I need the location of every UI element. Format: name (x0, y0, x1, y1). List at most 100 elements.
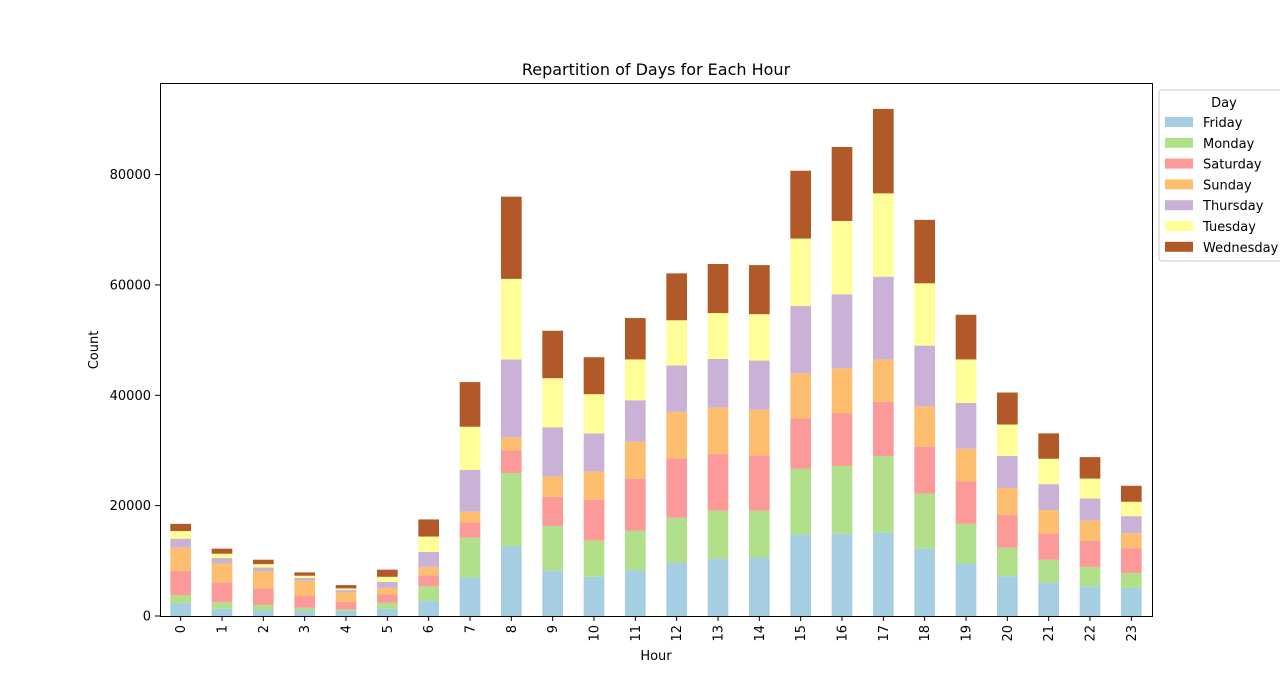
x-tick-label: 9 (546, 625, 561, 633)
bar-segment (542, 496, 563, 527)
bar-segment (914, 493, 935, 549)
legend-label: Tuesday (1202, 220, 1256, 235)
bar-segment (873, 108, 894, 194)
bar-segment (542, 526, 563, 571)
x-axis-ticks: 0 1 2 3 4 5 6 7 8 9 10 11 12 13 14 15 16 17 18 19 20 21 22 23 (174, 616, 1140, 642)
x-tick-label: 20 (1001, 625, 1016, 642)
legend-label: Wednesday (1203, 241, 1279, 256)
bar-segment (707, 453, 729, 511)
x-tick-label: 22 (1084, 625, 1099, 642)
bar-segment (625, 570, 646, 616)
bar-segment (707, 358, 729, 408)
bar-segment (955, 523, 977, 564)
bar-segment (170, 595, 191, 604)
bar-segment (1038, 510, 1059, 534)
bar-segment (170, 538, 191, 548)
bar-segment (459, 522, 481, 538)
legend-label: Sunday (1203, 178, 1252, 193)
bar-segment (790, 373, 811, 419)
bar-segment (459, 469, 481, 512)
x-tick-label: 10 (588, 625, 603, 642)
legend-swatch (1165, 179, 1193, 190)
x-tick-label: 16 (836, 625, 851, 642)
bar-segment (1079, 498, 1101, 521)
bar-segment (749, 455, 770, 511)
bar-segment (914, 283, 935, 346)
bar-segment (1121, 533, 1142, 549)
bar-segment (459, 382, 481, 427)
bar-segment (335, 588, 357, 591)
bar-segment (542, 330, 563, 379)
bar-segment (625, 478, 646, 531)
x-tick-label: 23 (1125, 625, 1140, 642)
bar-segment (211, 548, 233, 554)
bar-segment (294, 611, 315, 616)
bar-segment (583, 499, 605, 541)
bar-segment (211, 608, 233, 616)
legend-swatch (1165, 200, 1193, 211)
bar-segment (211, 563, 233, 583)
bar-segment (1079, 478, 1101, 499)
x-tick-label: 12 (670, 625, 685, 642)
bar-segment (253, 559, 274, 565)
bar-segment (625, 359, 646, 401)
bar-segment (1038, 433, 1059, 459)
bar-segment (294, 577, 315, 581)
bar-segment (873, 193, 894, 277)
x-tick-label: 15 (794, 625, 809, 642)
bar-segment (418, 586, 439, 602)
bar-segment (294, 572, 315, 576)
bar-segment (707, 558, 729, 616)
chart-title: Repartition of Days for Each Hour (522, 60, 791, 79)
bar-segment (749, 409, 770, 456)
bar-segment (1079, 520, 1101, 541)
bar-segment (1121, 516, 1142, 534)
x-tick-label: 4 (340, 625, 355, 633)
bar-segment (997, 392, 1018, 425)
bar-segment (335, 585, 357, 589)
x-tick-label: 0 (174, 625, 189, 633)
bar-segment (418, 552, 439, 567)
legend-swatch (1165, 241, 1193, 252)
y-tick-label: 80000 (110, 168, 151, 183)
bar-segment (335, 611, 357, 616)
bar-segment (749, 265, 770, 315)
bar-segment (790, 238, 811, 306)
bar-segment (253, 567, 274, 572)
bar-segment (170, 603, 191, 616)
bar-segment (749, 557, 770, 616)
bar-segment (1079, 586, 1101, 616)
bars-group (170, 108, 1142, 616)
bar-segment (170, 523, 191, 532)
y-axis-label: Count (87, 331, 102, 370)
bar-segment (253, 588, 274, 605)
x-tick-label: 8 (505, 625, 520, 633)
bar-segment (997, 515, 1018, 548)
bar-segment (377, 594, 398, 603)
bar-segment (377, 587, 398, 595)
x-tick-label: 14 (753, 625, 768, 642)
bar-segment (1121, 485, 1142, 502)
y-tick-label: 40000 (110, 389, 151, 404)
bar-segment (459, 426, 481, 470)
bar-segment (955, 563, 977, 616)
bar-segment (1121, 501, 1142, 517)
bar-segment (253, 571, 274, 589)
x-tick-label: 13 (712, 625, 727, 642)
y-tick-label: 0 (143, 610, 151, 625)
bar-segment (377, 576, 398, 582)
bar-segment (459, 511, 481, 523)
bar-segment (253, 604, 274, 611)
bar-segment (542, 476, 563, 497)
bar-segment (1038, 458, 1059, 485)
legend-swatch (1165, 158, 1193, 169)
bar-segment (583, 394, 605, 434)
bar-segment (831, 465, 853, 534)
bar-segment (790, 305, 811, 374)
bar-segment (418, 575, 439, 587)
x-axis-label: Hour (640, 649, 672, 664)
bar-segment (542, 378, 563, 428)
bar-segment (294, 595, 315, 608)
bar-segment (873, 401, 894, 456)
legend-swatch (1165, 221, 1193, 231)
